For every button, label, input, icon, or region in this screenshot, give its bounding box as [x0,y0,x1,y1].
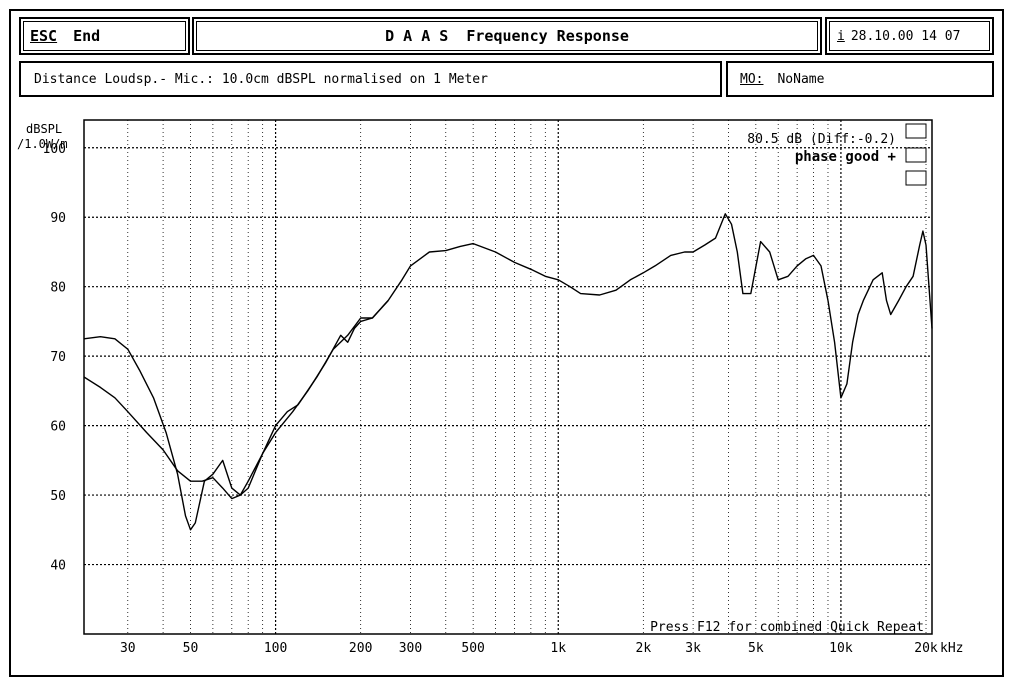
scale-button-1[interactable] [906,124,926,138]
x-tick-label: 2k [636,641,652,656]
x-tick-label: 5k [748,641,764,656]
x-tick-label: 500 [461,641,484,656]
plot-area [84,120,932,634]
x-tick-label: 30 [120,641,136,656]
y-tick-label: 40 [50,559,66,574]
x-tick-label: 1k [550,641,566,656]
x-tick-label: 200 [349,641,372,656]
x-tick-label: 10k [829,641,853,656]
y-tick-label: 60 [50,420,66,435]
y-axis-label-line2: /1.0W/m [17,137,68,151]
y-tick-label: 80 [50,281,66,296]
scale-button-2[interactable] [906,148,926,162]
x-tick-label: 50 [183,641,199,656]
x-tick-labels: 30 50 100 200 300 500 1k 2k 3k 5k 10k 20k [120,641,938,656]
x-tick-label: 20k [914,641,938,656]
footer-note: Press F12 for combined Quick Repeat [650,620,924,635]
x-tick-label: 300 [399,641,422,656]
y-tick-label: 90 [50,211,66,226]
y-tick-label: 50 [50,489,66,504]
x-axis-unit: kHz [940,641,963,656]
y-axis-label-line1: dBSPL [26,122,62,136]
level-annotation: 80.5 dB (Diff:-0.2) [747,132,896,147]
y-tick-label: 70 [50,350,66,365]
scale-button-3[interactable] [906,171,926,185]
x-tick-label: 3k [685,641,701,656]
phase-annotation: phase good + [795,149,896,165]
x-tick-label: 100 [264,641,287,656]
